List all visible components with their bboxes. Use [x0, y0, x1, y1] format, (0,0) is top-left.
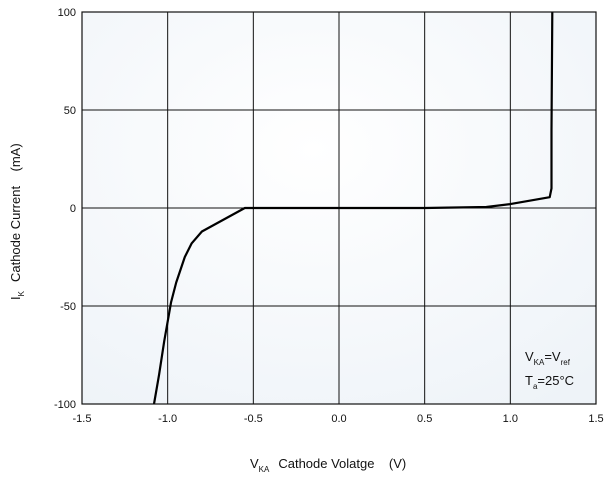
x-axis-label: VKA Cathode Volatge (V) — [250, 456, 406, 474]
y-tick-label: 0 — [70, 203, 76, 215]
x-tick-label: 1.5 — [588, 413, 603, 425]
plot-frame — [81, 11, 597, 405]
x-tick-label: 0.0 — [331, 413, 346, 425]
annotation: Ta=25°C — [525, 373, 574, 391]
x-tick-label: -1.5 — [73, 413, 92, 425]
x-tick-label: -0.5 — [244, 413, 263, 425]
series-line — [152, 11, 554, 405]
x-tick-label: -1.0 — [158, 413, 177, 425]
y-axis-label: IKCathode Current (mA) — [8, 143, 26, 300]
y-tick-label: -50 — [60, 301, 76, 313]
y-tick-label: 50 — [64, 105, 76, 117]
tick-labels: -1.5 -1.0 -0.5 0.0 0.5 1.0 1.5 -100 -50 0 50 100 — [54, 7, 604, 425]
x-tick-label: 1.0 — [503, 413, 518, 425]
annotations: VKA=Vref Ta=25°C — [525, 349, 574, 391]
annotation: VKA=Vref — [525, 349, 571, 367]
y-tick-label: 100 — [58, 7, 76, 19]
y-tick-label: -100 — [54, 399, 76, 411]
x-tick-label: 0.5 — [417, 413, 432, 425]
